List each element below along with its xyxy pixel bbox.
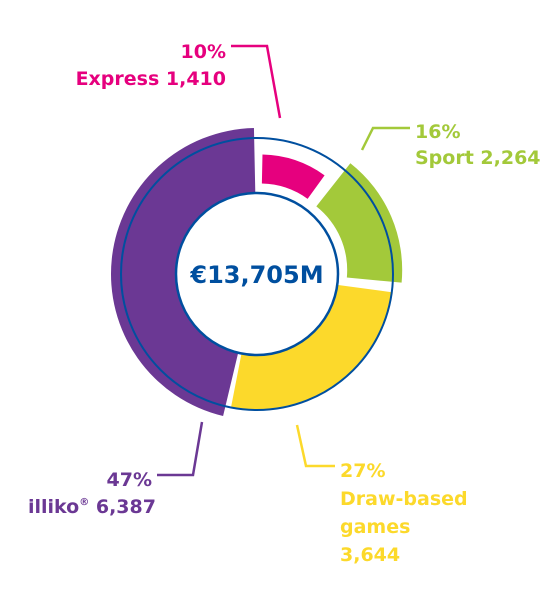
outer-outline-ring (120, 137, 394, 411)
center-circle (174, 191, 340, 357)
illiko-space (89, 496, 96, 518)
illiko-value: 6,387 (96, 496, 156, 518)
sport-name-value-label: Sport 2,264 (415, 147, 541, 169)
draw-based-games-slice (230, 284, 392, 410)
draw-leader-line (295, 424, 335, 468)
draw-value-label: 3,644 (340, 544, 400, 566)
draw-name-label-line1: Draw-based (340, 488, 468, 510)
draw-name-label-line2: games (340, 516, 410, 538)
express-slice (261, 154, 325, 199)
sport-percent-label: 16% (415, 121, 460, 143)
illiko-name-value-label: illiko® 6,387 (28, 496, 156, 518)
illiko-name: illiko (28, 496, 79, 518)
express-percent-label: 10% (181, 41, 226, 63)
illiko-leader-line (157, 421, 204, 477)
center-total-label: €13,705M (189, 261, 323, 289)
sport-leader-line (360, 126, 410, 151)
express-leader-line (231, 44, 282, 119)
draw-percent-label: 27% (340, 460, 385, 482)
express-name-value-label: Express 1,410 (76, 68, 226, 90)
illiko-slice (111, 128, 256, 417)
sport-slice (316, 163, 403, 283)
illiko-registered-mark: ® (79, 497, 89, 508)
donut-slices (111, 128, 403, 417)
illiko-percent-label: 47% (107, 469, 152, 491)
